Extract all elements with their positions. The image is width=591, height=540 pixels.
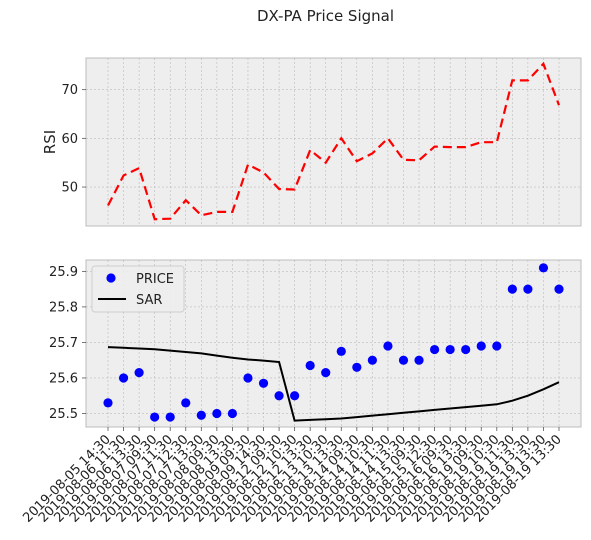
price-point (290, 391, 300, 401)
rsi-y-tick-label: 50 (61, 181, 78, 196)
price-y-tick-label: 25.5 (49, 407, 78, 422)
chart-title: DX-PA Price Signal (257, 7, 394, 25)
price-point (336, 346, 346, 356)
rsi-y-tick-label: 60 (61, 132, 78, 147)
price-point (554, 284, 564, 294)
price-point (134, 368, 144, 378)
price-point (212, 408, 222, 419)
rsi-y-axis-label: RSI (41, 130, 59, 154)
price-point (150, 412, 160, 422)
price-point (476, 341, 486, 351)
rsi-y-ticks: 50 60 70 (61, 83, 86, 196)
price-y-tick-label: 25.8 (49, 300, 78, 315)
price-point (103, 398, 113, 408)
price-point (227, 408, 238, 419)
price-point (243, 373, 253, 383)
price-point (118, 373, 129, 383)
price-point (492, 341, 502, 351)
price-point (367, 355, 377, 365)
price-point (181, 398, 191, 408)
legend-sar-label: SAR (136, 293, 162, 308)
legend-price-marker (106, 273, 116, 283)
price-point (258, 378, 269, 388)
price-point (507, 284, 517, 294)
sar-line (107, 346, 560, 422)
price-point (196, 410, 206, 420)
price-point (398, 355, 409, 365)
price-point (352, 362, 362, 372)
price-point (305, 360, 315, 371)
price-panel: 25.5 25.6 25.7 25.8 25.9 2019-08-05 14:30201… (20, 259, 582, 526)
price-point (429, 344, 440, 355)
price-y-ticks: 25.5 25.6 25.7 25.8 25.9 (49, 265, 86, 422)
rsi-line (107, 61, 561, 221)
rsi-plot-area (85, 57, 582, 227)
price-point (461, 344, 471, 355)
price-y-tick-label: 25.6 (49, 371, 78, 386)
legend-price-label: PRICE (136, 272, 174, 287)
price-y-tick-label: 25.7 (49, 336, 78, 351)
legend: PRICE SAR (91, 265, 185, 313)
price-point (445, 344, 455, 355)
price-point (538, 263, 549, 273)
price-point (165, 412, 175, 422)
rsi-panel: 50 60 70 RSI (41, 57, 582, 227)
price-point (274, 391, 284, 401)
price-point (414, 355, 424, 365)
price-points (103, 263, 564, 422)
rsi-y-tick-label: 70 (61, 83, 78, 98)
price-point (383, 341, 393, 351)
price-point (321, 368, 331, 378)
price-y-tick-label: 25.9 (49, 265, 78, 280)
price-point (523, 284, 533, 294)
